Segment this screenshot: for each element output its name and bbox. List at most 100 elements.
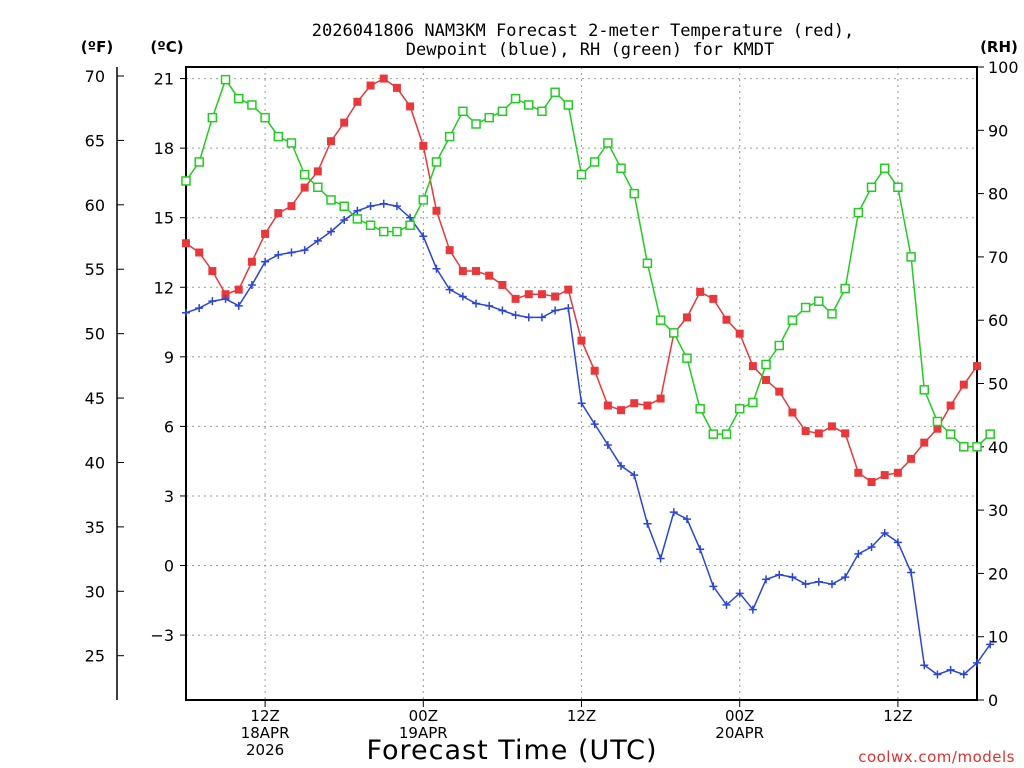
rh-point: [181, 176, 191, 186]
temperature-point: [827, 422, 836, 431]
rh-point: [708, 429, 719, 439]
x-tick-label: 19APR: [399, 724, 448, 742]
dewpoint-point: [986, 640, 995, 649]
series-layer: [181, 74, 995, 679]
rh-point: [906, 252, 916, 262]
temperature-point: [195, 248, 204, 257]
temperature-point: [801, 427, 810, 436]
rh-point: [642, 258, 653, 268]
temperature-point: [696, 287, 705, 296]
temperature-point: [748, 362, 757, 371]
dewpoint-point: [959, 670, 968, 679]
temperature-point: [617, 406, 626, 415]
temperature-point: [907, 454, 916, 463]
dewpoint-point: [735, 589, 744, 598]
temperature-point: [973, 362, 981, 371]
dewpoint-point: [933, 670, 942, 679]
series-temperature: [182, 74, 981, 487]
rh-point: [827, 309, 837, 319]
fahrenheit-tick-label: 45: [85, 389, 105, 408]
temperature-point: [564, 285, 573, 294]
rh-point: [524, 100, 534, 110]
fahrenheit-tick-label: 30: [85, 582, 105, 601]
rh-tick-label: 10: [988, 628, 1008, 647]
rh-point: [959, 442, 969, 452]
temperature-point: [524, 290, 533, 299]
series-rh: [181, 74, 995, 452]
fahrenheit-tick-label: 40: [85, 453, 105, 472]
fahrenheit-tick-label: 35: [85, 518, 105, 537]
dewpoint-point: [801, 580, 810, 589]
dewpoint-point: [920, 661, 929, 670]
temperature-point: [854, 468, 863, 477]
rh-point: [576, 169, 587, 180]
fahrenheit-tick-label: 65: [85, 131, 105, 150]
dewpoint-point: [643, 519, 652, 528]
chart-title-line2: Dewpoint (blue), RH (green) for KMDT: [406, 40, 774, 60]
dewpoint-point: [353, 206, 362, 215]
grid-lines: [186, 67, 977, 700]
dewpoint-point: [682, 515, 691, 524]
celsius-tick-label: 18: [154, 139, 174, 158]
rh-point: [260, 112, 270, 123]
temperature-point: [261, 229, 270, 238]
rh-point: [589, 157, 600, 167]
temperature-point: [313, 167, 322, 176]
temperature-point: [287, 202, 296, 211]
temperature-point: [893, 468, 902, 477]
x-tick-label: 00Z: [725, 707, 754, 725]
rh-point: [352, 214, 363, 224]
rh-point: [919, 385, 930, 395]
rh-unit-label: (RH): [980, 38, 1018, 56]
dewpoint-point: [617, 461, 626, 470]
x-tick-label: 20APR: [715, 724, 764, 742]
dewpoint-point: [762, 575, 771, 584]
temperature-point: [959, 380, 968, 389]
dewpoint-point: [893, 538, 902, 547]
dewpoint-point: [472, 299, 481, 308]
temperature-point: [445, 246, 454, 255]
plot-frame: [185, 66, 978, 701]
celsius-unit-label: (ºC): [150, 38, 183, 56]
celsius-tick-label: 0: [164, 557, 174, 576]
dewpoint-point: [221, 294, 230, 303]
temperature-point: [577, 336, 586, 345]
rh-point: [985, 429, 995, 439]
rh-point: [233, 93, 244, 104]
temperature-point: [274, 209, 283, 218]
rh-point: [207, 112, 218, 123]
rh-point: [484, 112, 494, 123]
dewpoint-point: [340, 216, 349, 225]
dewpoint-point: [775, 570, 784, 579]
dewpoint-point: [827, 580, 836, 589]
rh-point: [655, 315, 666, 325]
rh-point: [497, 106, 508, 117]
dewpoint-point: [973, 658, 981, 667]
series-dewpoint: [182, 199, 995, 679]
rh-point: [563, 100, 574, 110]
rh-tick-label: 20: [988, 564, 1008, 583]
rh-point: [537, 106, 547, 117]
rh-tick-label: 90: [988, 121, 1008, 140]
dewpoint-point: [300, 246, 309, 255]
rh-point: [471, 119, 481, 129]
rh-point: [800, 302, 811, 313]
rh-point: [669, 328, 679, 338]
dewpoint-point: [551, 306, 560, 315]
rh-tick-label: 0: [988, 691, 998, 710]
dewpoint-point: [524, 313, 533, 322]
dewpoint-point: [841, 573, 850, 582]
rh-point: [774, 340, 784, 351]
rh-point: [326, 195, 336, 205]
dewpoint-point: [537, 313, 546, 322]
dewpoint-point: [182, 308, 190, 317]
rh-point: [392, 226, 402, 237]
rh-tick-label: 30: [988, 501, 1008, 520]
temperature-point: [841, 429, 850, 438]
fahrenheit-tick-label: 60: [85, 196, 105, 215]
rh-point: [866, 182, 877, 193]
dewpoint-point: [656, 554, 665, 563]
rh-point: [629, 188, 639, 199]
rh-point: [194, 157, 204, 167]
